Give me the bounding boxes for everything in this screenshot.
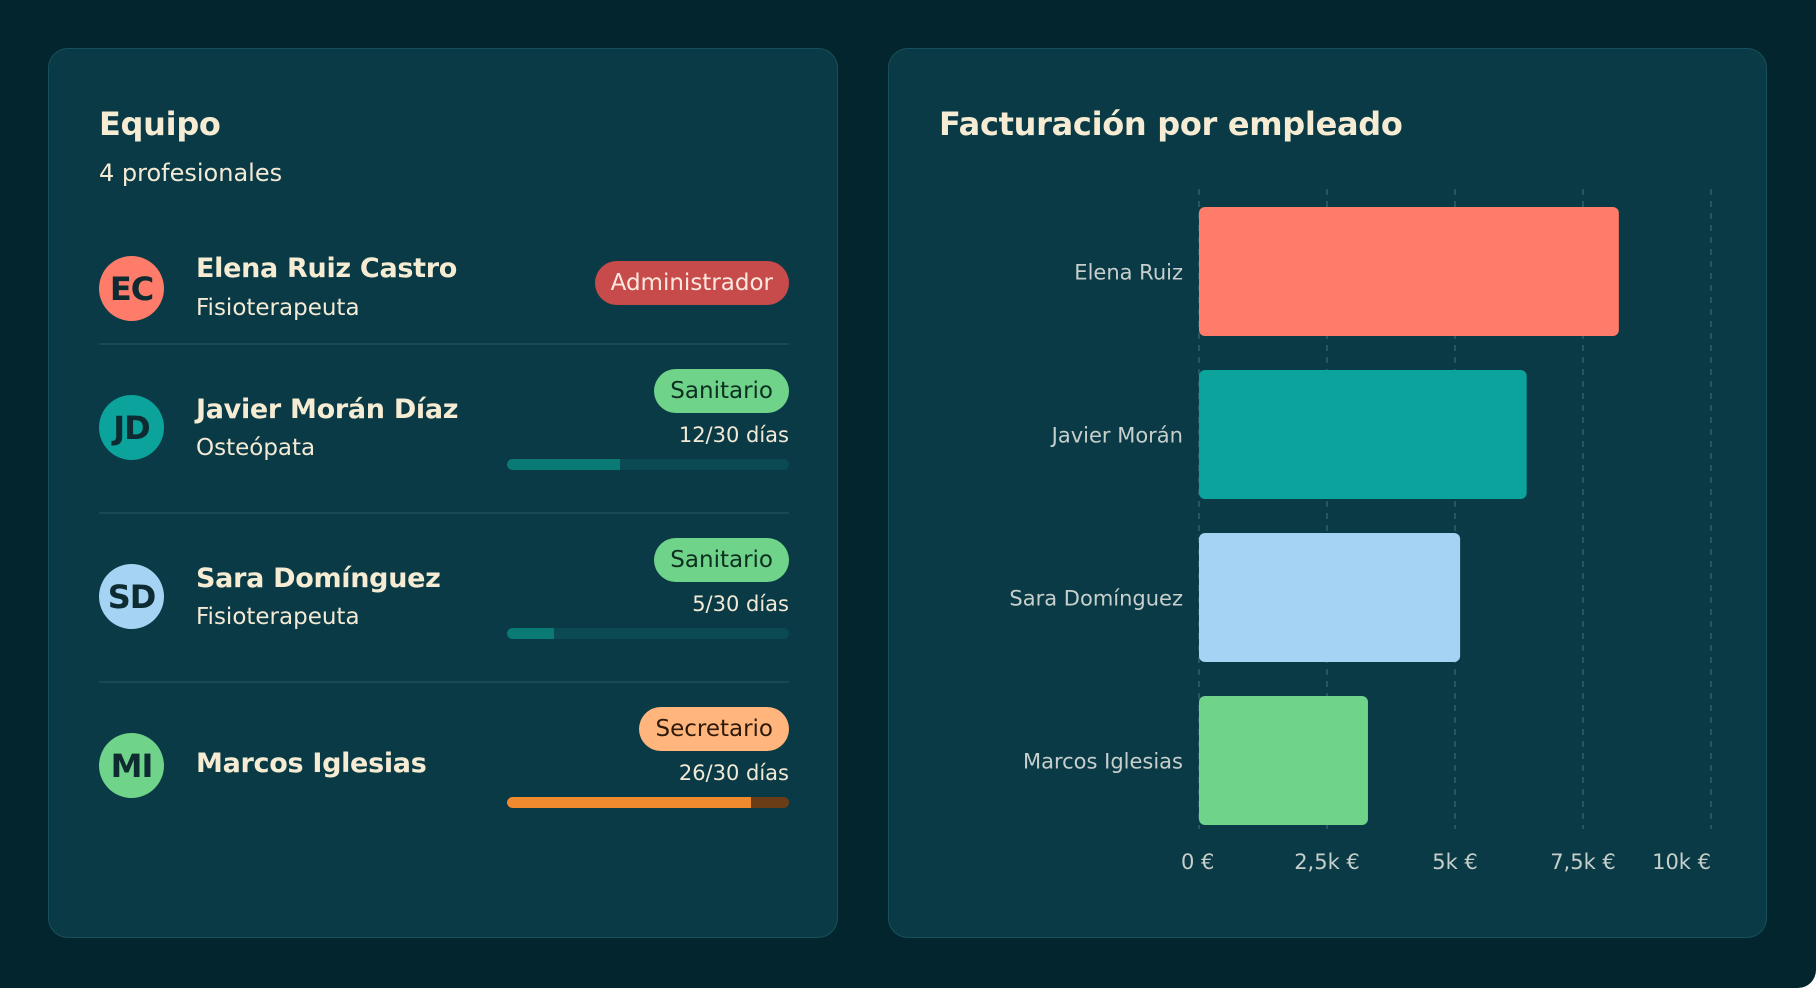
category-label: Elena Ruiz bbox=[1074, 261, 1183, 285]
member-role: Fisioterapeuta bbox=[196, 295, 360, 321]
bar-javier-morán[interactable] bbox=[1199, 370, 1527, 499]
category-label: Sara Domínguez bbox=[1009, 587, 1183, 611]
team-member-marcos[interactable]: MI Marcos Iglesias Secretario 26/30 días bbox=[99, 683, 789, 851]
days-used-label: 5/30 días bbox=[692, 592, 789, 616]
avatar: EC bbox=[99, 256, 164, 321]
x-tick-label: 10k € bbox=[1652, 850, 1711, 874]
member-role: Fisioterapeuta bbox=[196, 604, 360, 630]
member-name: Elena Ruiz Castro bbox=[196, 253, 458, 284]
divider bbox=[99, 681, 789, 683]
category-label: Marcos Iglesias bbox=[1023, 750, 1183, 774]
days-progress-bar bbox=[507, 628, 789, 639]
days-used-label: 12/30 días bbox=[678, 423, 789, 447]
member-name: Sara Domínguez bbox=[196, 563, 441, 594]
revenue-bar-chart: 0 € 2,5k € 5k € 7,5k € 10k € Elena Ruiz Javier… bbox=[1009, 189, 1712, 874]
team-panel: Equipo 4 profesionales EC Elena Ruiz Cas… bbox=[48, 48, 838, 938]
category-label: Javier Morán bbox=[1050, 424, 1183, 448]
member-role: Osteópata bbox=[196, 435, 316, 461]
avatar: SD bbox=[99, 564, 164, 629]
x-tick-label: 7,5k € bbox=[1550, 850, 1616, 874]
role-badge: Sanitario bbox=[654, 369, 789, 413]
x-tick-label: 0 € bbox=[1181, 850, 1214, 874]
divider bbox=[99, 343, 789, 345]
bar-sara-domínguez[interactable] bbox=[1199, 533, 1461, 662]
team-title: Equipo bbox=[99, 105, 221, 143]
days-progress-fill bbox=[507, 797, 752, 808]
role-badge: Secretario bbox=[639, 707, 789, 751]
days-progress-bar bbox=[507, 797, 789, 808]
chart-title: Facturación por empleado bbox=[939, 105, 1403, 143]
role-badge: Sanitario bbox=[654, 538, 789, 582]
days-used-label: 26/30 días bbox=[678, 761, 789, 785]
team-member-javier[interactable]: JD Javier Morán Díaz Osteópata Sanitario… bbox=[99, 345, 789, 513]
team-member-elena[interactable]: EC Elena Ruiz Castro Fisioterapeuta Admi… bbox=[99, 239, 789, 349]
x-tick-label: 2,5k € bbox=[1294, 850, 1360, 874]
bar-elena-ruiz[interactable] bbox=[1199, 207, 1619, 336]
days-progress-fill bbox=[507, 459, 620, 470]
bar-marcos-iglesias[interactable] bbox=[1199, 696, 1368, 825]
team-member-sara[interactable]: SD Sara Domínguez Fisioterapeuta Sanitar… bbox=[99, 514, 789, 682]
days-progress-bar bbox=[507, 459, 789, 470]
revenue-chart-panel: Facturación por empleado 0 € 2,5k € 5k € 7,… bbox=[888, 48, 1767, 938]
member-name: Marcos Iglesias bbox=[196, 748, 427, 779]
days-progress-fill bbox=[507, 628, 554, 639]
avatar: MI bbox=[99, 733, 164, 798]
divider bbox=[99, 512, 789, 514]
avatar: JD bbox=[99, 395, 164, 460]
member-name: Javier Morán Díaz bbox=[196, 394, 459, 425]
team-count: 4 profesionales bbox=[99, 159, 283, 187]
x-tick-label: 5k € bbox=[1432, 850, 1478, 874]
role-badge: Administrador bbox=[594, 261, 789, 305]
